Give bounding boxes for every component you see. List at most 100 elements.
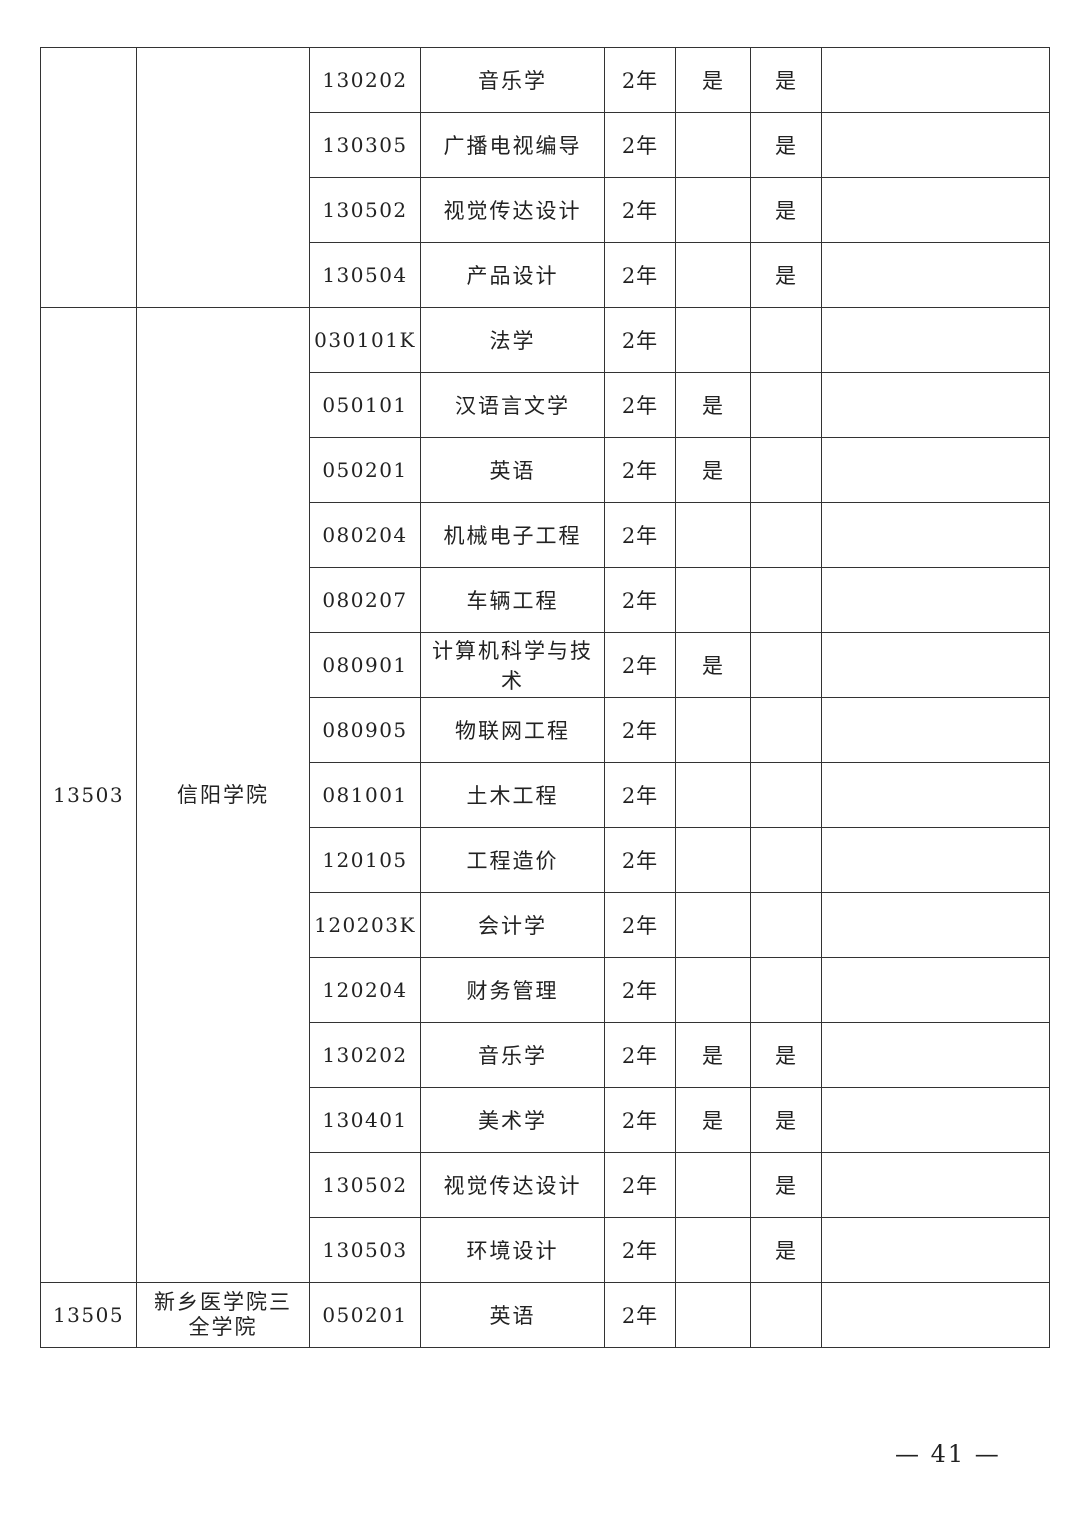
major-name: 环境设计 <box>420 1217 605 1283</box>
study-years: 2年 <box>604 632 676 698</box>
major-name: 产品设计 <box>420 242 605 308</box>
note <box>821 957 1050 1023</box>
major-name: 广播电视编导 <box>420 112 605 178</box>
flag-col5 <box>675 502 751 568</box>
major-name: 计算机科学与技术 <box>420 632 605 698</box>
major-name: 视觉传达设计 <box>420 1152 605 1218</box>
table-row: 080905 物联网工程 2年 <box>41 697 1050 763</box>
flag-col5 <box>675 1217 751 1283</box>
flag-col5 <box>675 1282 751 1348</box>
flag-col6 <box>750 892 822 958</box>
flag-col5 <box>675 827 751 893</box>
note <box>821 827 1050 893</box>
note <box>821 1282 1050 1348</box>
flag-col6 <box>750 372 822 438</box>
school-code: 13505 <box>40 1282 137 1348</box>
table-row: 120204 财务管理 2年 <box>41 957 1050 1023</box>
flag-col6: 是 <box>750 47 822 113</box>
table-row: 130503 环境设计 2年 是 <box>41 1217 1050 1283</box>
study-years: 2年 <box>604 47 676 113</box>
table-row: 130401 美术学 2年是是 <box>41 1087 1050 1153</box>
note <box>821 242 1050 308</box>
flag-col6 <box>750 957 822 1023</box>
major-name: 英语 <box>420 1282 605 1348</box>
study-years: 2年 <box>604 762 676 828</box>
flag-col5: 是 <box>675 372 751 438</box>
school-code <box>40 47 137 308</box>
table-row: 130202 音乐学 2年是是 <box>41 1022 1050 1088</box>
note <box>821 697 1050 763</box>
major-code: 130202 <box>309 1022 421 1088</box>
study-years: 2年 <box>604 177 676 243</box>
major-name: 物联网工程 <box>420 697 605 763</box>
note <box>821 177 1050 243</box>
flag-col5: 是 <box>675 47 751 113</box>
major-code: 130504 <box>309 242 421 308</box>
page-number: — 41 — <box>895 1440 1001 1468</box>
note <box>821 307 1050 373</box>
major-code: 130305 <box>309 112 421 178</box>
study-years: 2年 <box>604 1087 676 1153</box>
table-row: 050101 汉语言文学 2年是 <box>41 372 1050 438</box>
note <box>821 762 1050 828</box>
major-code: 130502 <box>309 1152 421 1218</box>
major-code: 130502 <box>309 177 421 243</box>
major-name: 美术学 <box>420 1087 605 1153</box>
table-row: 130504 产品设计 2年 是 <box>41 242 1050 308</box>
table-row: 130502 视觉传达设计 2年 是 <box>41 177 1050 243</box>
study-years: 2年 <box>604 1217 676 1283</box>
flag-col5 <box>675 177 751 243</box>
table-row: 080207 车辆工程 2年 <box>41 567 1050 633</box>
study-years: 2年 <box>604 502 676 568</box>
flag-col5 <box>675 892 751 958</box>
note <box>821 1217 1050 1283</box>
school-name: 信阳学院 <box>136 307 310 1283</box>
major-code: 050201 <box>309 437 421 503</box>
majors-table: 130202 音乐学 2年是是 130305 广播电视编导 2年是 130502 视觉传达设计… <box>40 47 1050 1348</box>
major-name: 土木工程 <box>420 762 605 828</box>
note <box>821 372 1050 438</box>
flag-col6 <box>750 1282 822 1348</box>
note <box>821 632 1050 698</box>
major-code: 080204 <box>309 502 421 568</box>
flag-col5 <box>675 957 751 1023</box>
note <box>821 112 1050 178</box>
study-years: 2年 <box>604 112 676 178</box>
study-years: 2年 <box>604 957 676 1023</box>
note <box>821 437 1050 503</box>
study-years: 2年 <box>604 567 676 633</box>
flag-col5: 是 <box>675 1087 751 1153</box>
flag-col6 <box>750 827 822 893</box>
study-years: 2年 <box>604 242 676 308</box>
flag-col5 <box>675 242 751 308</box>
major-code: 120203K <box>309 892 421 958</box>
major-name: 汉语言文学 <box>420 372 605 438</box>
flag-col6 <box>750 307 822 373</box>
table-row: 130502 视觉传达设计 2年 是 <box>41 1152 1050 1218</box>
note <box>821 1022 1050 1088</box>
flag-col5: 是 <box>675 437 751 503</box>
flag-col6: 是 <box>750 112 822 178</box>
note <box>821 567 1050 633</box>
table-row: 130202 音乐学 2年是是 <box>40 47 1050 308</box>
major-code: 120204 <box>309 957 421 1023</box>
flag-col5 <box>675 697 751 763</box>
major-code: 130401 <box>309 1087 421 1153</box>
flag-col5: 是 <box>675 1022 751 1088</box>
major-name: 工程造价 <box>420 827 605 893</box>
table-row: 050201 英语 2年是 <box>41 437 1050 503</box>
major-name: 会计学 <box>420 892 605 958</box>
table-row: 13503 信阳学院 030101K 法学 2年 <box>40 307 1050 1283</box>
flag-col5 <box>675 112 751 178</box>
major-name: 音乐学 <box>420 1022 605 1088</box>
major-name: 法学 <box>420 307 605 373</box>
study-years: 2年 <box>604 372 676 438</box>
note <box>821 1152 1050 1218</box>
table-row: 081001 土木工程 2年 <box>41 762 1050 828</box>
flag-col6: 是 <box>750 242 822 308</box>
major-code: 050101 <box>309 372 421 438</box>
flag-col6 <box>750 437 822 503</box>
flag-col6 <box>750 567 822 633</box>
major-code: 050201 <box>309 1282 421 1348</box>
major-code: 080207 <box>309 567 421 633</box>
